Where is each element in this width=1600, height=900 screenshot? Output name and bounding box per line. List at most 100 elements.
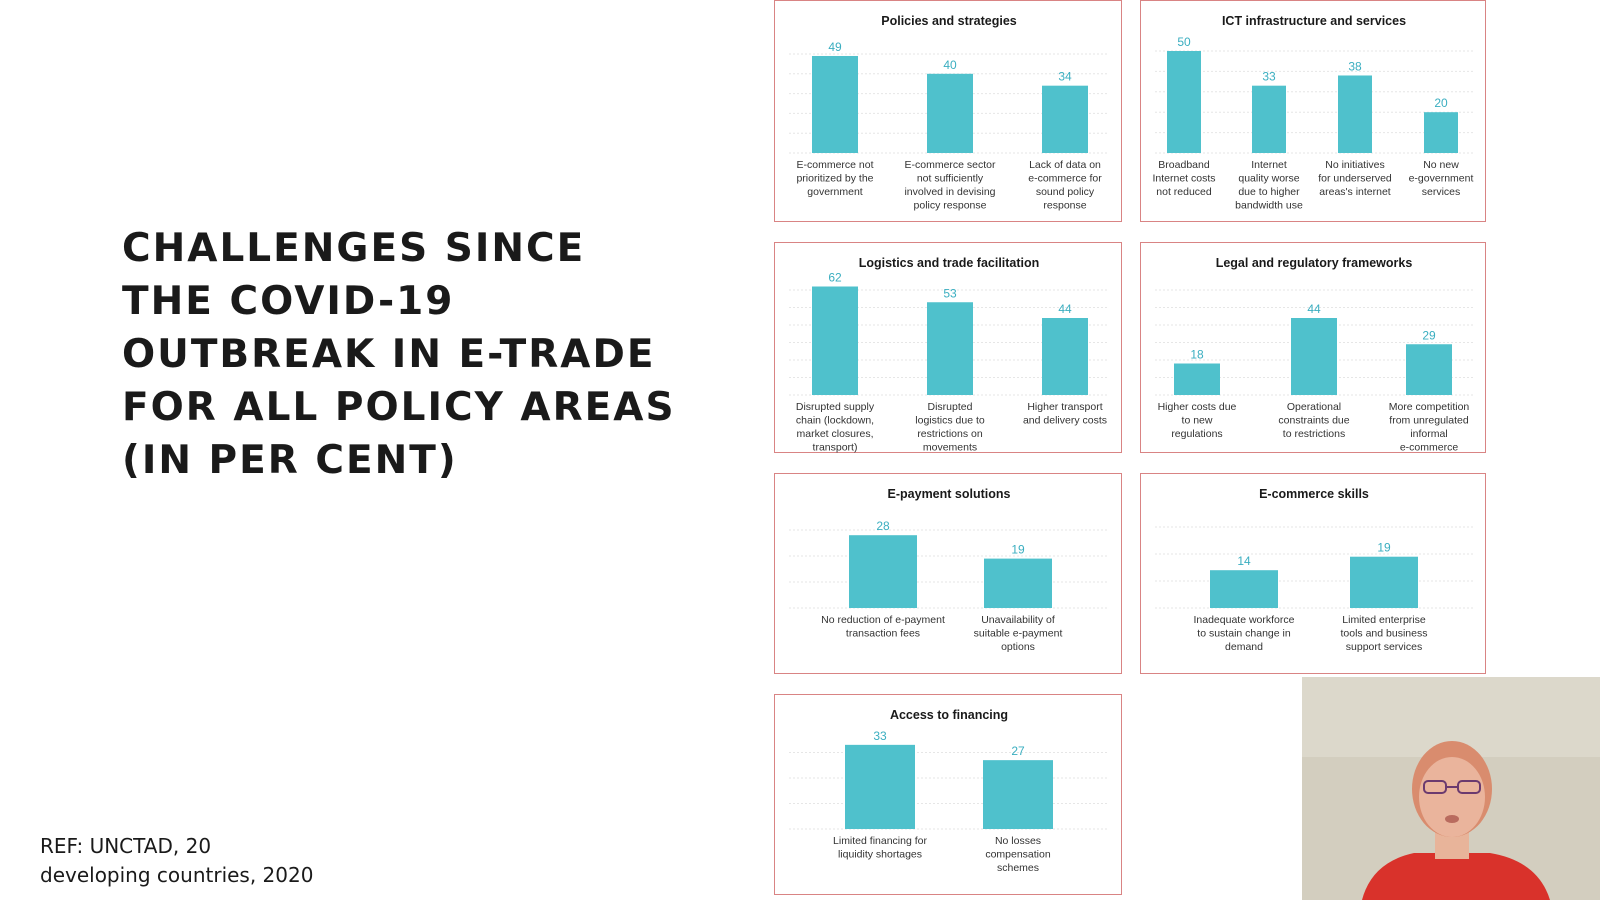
bar <box>1338 75 1372 153</box>
value-label: 28 <box>876 519 890 533</box>
value-label: 34 <box>1058 70 1072 84</box>
presenter-image <box>1302 677 1600 900</box>
category-label: from unregulated <box>1389 415 1469 427</box>
category-label: suitable e-payment <box>974 628 1063 640</box>
value-label: 20 <box>1434 96 1448 110</box>
category-label: Higher costs due <box>1158 401 1237 413</box>
category-label: sound policy <box>1036 186 1095 198</box>
chart-svg: Legal and regulatory frameworks 18 Higher … <box>1155 256 1473 454</box>
chart-panel-logistics: Logistics and trade facilitation 62 Disrup… <box>774 242 1122 454</box>
chart-title: Policies and strategies <box>881 14 1017 28</box>
reference-line: developing countries, 2020 <box>40 863 314 887</box>
category-label: Broadband <box>1158 159 1210 171</box>
category-label: response <box>1043 200 1086 212</box>
bar <box>1042 318 1088 395</box>
value-label: 44 <box>1058 302 1072 316</box>
category-label: e-commerce <box>1400 442 1459 454</box>
value-label: 14 <box>1237 554 1251 568</box>
category-label: support services <box>1346 641 1422 653</box>
chart-panel-skills: E-commerce skills 14 Inadequate workforce t… <box>1140 473 1486 674</box>
value-label: 19 <box>1011 543 1025 557</box>
category-label: regulations <box>1171 428 1222 440</box>
category-label: movements <box>923 442 977 454</box>
value-label: 33 <box>873 729 887 743</box>
category-label: to sustain change in <box>1197 628 1291 640</box>
category-label: Limited enterprise <box>1342 614 1426 626</box>
category-label: Internet <box>1251 159 1287 171</box>
chart-svg: ICT infrastructure and services 50 Broadba… <box>1152 14 1474 212</box>
bar <box>812 55 858 154</box>
bar <box>812 286 858 395</box>
category-label: e-commerce for <box>1028 173 1102 185</box>
value-label: 50 <box>1177 35 1191 49</box>
chart-title: E-payment solutions <box>888 487 1011 501</box>
category-label: for underserved <box>1318 173 1392 185</box>
value-label: 44 <box>1307 302 1321 316</box>
presenter-video[interactable] <box>1302 677 1600 900</box>
category-label: services <box>1422 186 1461 198</box>
chart-title: ICT infrastructure and services <box>1222 14 1406 28</box>
reference-note: REF: UNCTAD, 20 developing countries, 20… <box>40 832 313 890</box>
chart-svg: E-payment solutions 28 No reduction of e-p… <box>789 487 1109 653</box>
value-label: 29 <box>1422 328 1436 342</box>
bar <box>927 302 973 395</box>
category-label: E-commerce not <box>796 159 873 171</box>
value-label: 49 <box>828 40 842 54</box>
category-label: liquidity shortages <box>838 849 922 861</box>
slide-title-line: CHALLENGES SINCE <box>122 226 586 271</box>
bar <box>1042 85 1088 153</box>
category-label: transport) <box>813 442 858 454</box>
category-label: Operational <box>1287 401 1341 413</box>
category-label: Unavailability of <box>981 614 1055 626</box>
value-label: 19 <box>1377 541 1391 555</box>
category-label: Lack of data on <box>1029 159 1101 171</box>
category-label: No initiatives <box>1325 159 1385 171</box>
value-label: 33 <box>1262 70 1276 84</box>
category-label: prioritized by the <box>796 173 873 185</box>
bar <box>983 760 1053 829</box>
category-label: No reduction of e-payment <box>821 614 945 626</box>
value-label: 27 <box>1011 744 1025 758</box>
slide-title-line: THE COVID-19 <box>122 279 455 324</box>
slide-title-line: FOR ALL POLICY AREAS <box>122 385 676 430</box>
reference-line: REF: UNCTAD, 20 <box>40 834 212 858</box>
category-label: No losses <box>995 835 1041 847</box>
category-label: not reduced <box>1156 186 1212 198</box>
bar <box>1291 318 1337 395</box>
chart-svg: E-commerce skills 14 Inadequate workforce t… <box>1155 487 1473 653</box>
value-label: 62 <box>828 271 842 285</box>
value-label: 38 <box>1348 59 1362 73</box>
category-label: policy response <box>914 200 987 212</box>
value-label: 40 <box>943 58 957 72</box>
category-label: market closures, <box>796 428 873 440</box>
chart-svg: Policies and strategies 49 E-commerce not p… <box>789 14 1109 212</box>
category-label: demand <box>1225 641 1263 653</box>
bar <box>1350 556 1418 608</box>
category-label: tools and business <box>1341 628 1428 640</box>
chart-title: Logistics and trade facilitation <box>859 256 1040 270</box>
category-label: chain (lockdown, <box>796 415 874 427</box>
category-label: not sufficiently <box>917 173 984 185</box>
chart-title: Access to financing <box>890 708 1008 722</box>
category-label: restrictions on <box>917 428 983 440</box>
chart-panel-legal: Legal and regulatory frameworks 18 Higher … <box>1140 242 1486 454</box>
bar <box>845 744 915 829</box>
bar <box>984 558 1052 608</box>
bar <box>1167 51 1201 153</box>
category-label: to new <box>1182 415 1213 427</box>
chart-panel-ict: ICT infrastructure and services 50 Broadba… <box>1140 0 1486 222</box>
category-label: government <box>807 186 863 198</box>
category-label: informal <box>1410 428 1447 440</box>
category-label: e-government <box>1409 173 1474 185</box>
bar <box>1252 85 1286 153</box>
category-label: Limited financing for <box>833 835 927 847</box>
category-label: logistics due to <box>915 415 985 427</box>
bar <box>1210 570 1278 608</box>
category-label: involved in devising <box>904 186 995 198</box>
category-label: bandwidth use <box>1235 200 1303 212</box>
category-label: Inadequate workforce <box>1194 614 1295 626</box>
category-label: options <box>1001 641 1035 653</box>
bar <box>1424 112 1458 153</box>
bar <box>1174 363 1220 395</box>
